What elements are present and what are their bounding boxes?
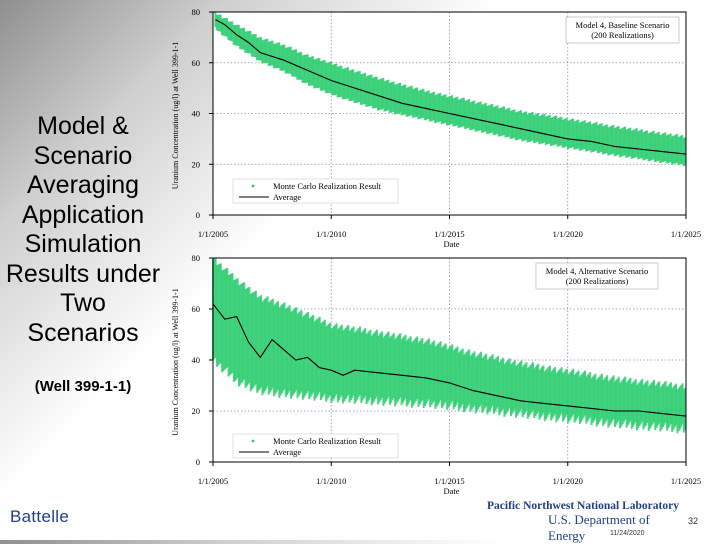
average-line <box>212 303 687 417</box>
y-tick-label: 60 <box>192 304 201 314</box>
slide-title: Model & Scenario Averaging Application S… <box>5 112 161 347</box>
x-axis-label: Date <box>443 239 459 249</box>
legend-label-realization: Monte Carlo Realization Result <box>273 181 382 191</box>
legend-label-realization: Monte Carlo Realization Result <box>273 436 382 446</box>
annotation-line-1: Model 4, Baseline Scenario <box>576 20 670 30</box>
battelle-logo: Battelle <box>10 507 70 526</box>
x-tick-label: 1/1/2005 <box>198 476 228 486</box>
chart-1: 0 20 40 60 80 1/1/2005 1/1/2010 1/1/2015 1/1/202… <box>171 7 701 249</box>
annotation-line-2: (200 Realizations) <box>591 30 654 40</box>
page-number: 32 <box>688 516 699 526</box>
realization-band <box>214 12 686 167</box>
x-tick-label: 1/1/2015 <box>434 229 464 239</box>
realization-band <box>212 258 687 434</box>
x-tick-label: 1/1/2010 <box>316 476 346 486</box>
legend-box <box>232 178 399 204</box>
x-tick-label: 1/1/2005 <box>198 229 228 239</box>
average-line <box>215 19 687 155</box>
annotation-line-2: (200 Realizations) <box>566 276 629 286</box>
x-tick-label: 1/1/2020 <box>553 476 583 486</box>
chart-2: 0 20 40 60 80 1/1/2005 1/1/2010 1/1/2015 1/1/202… <box>171 253 701 496</box>
legend-marker-realization <box>251 184 255 188</box>
annotation-box <box>565 16 680 44</box>
y-tick-label: 40 <box>192 355 201 365</box>
y-tick-label: 0 <box>196 210 200 220</box>
x-axis-label: Date <box>443 486 459 496</box>
slide-subtitle: (Well 399-1-1) <box>34 378 132 395</box>
y-axis-label: Uranium Concentration (ug/l) at Well 399… <box>171 288 180 435</box>
footer-date: 11/24/2020 <box>610 530 645 537</box>
annotation-box <box>535 262 659 290</box>
y-tick-label: 80 <box>192 7 201 17</box>
y-tick-label: 80 <box>192 253 201 263</box>
x-tick-label: 1/1/2025 <box>671 229 701 239</box>
doe-logo: U.S. Department of Energy <box>548 512 650 543</box>
x-tick-label: 1/1/2020 <box>553 229 583 239</box>
y-axis-label: Uranium Concentration (ug/l) at Well 399… <box>171 42 180 189</box>
pnnl-logo: Pacific Northwest National Laboratory <box>487 500 679 512</box>
legend-label-average: Average <box>273 192 301 202</box>
legend-box <box>232 433 399 459</box>
x-tick-label: 1/1/2010 <box>316 229 346 239</box>
y-tick-label: 0 <box>196 457 200 467</box>
charts-canvas: 0 20 40 60 80 1/1/2005 1/1/2010 1/1/2015 1/1/202… <box>171 7 701 496</box>
y-tick-label: 60 <box>192 58 201 68</box>
legend-marker-realization <box>251 439 255 443</box>
annotation-line-1: Model 4, Alternative Scenario <box>546 266 648 276</box>
y-tick-label: 40 <box>192 109 201 119</box>
y-tick-label: 20 <box>192 159 201 169</box>
x-tick-label: 1/1/2015 <box>434 476 464 486</box>
legend-label-average: Average <box>273 447 301 457</box>
y-tick-label: 20 <box>192 406 201 416</box>
x-tick-label: 1/1/2025 <box>671 476 701 486</box>
